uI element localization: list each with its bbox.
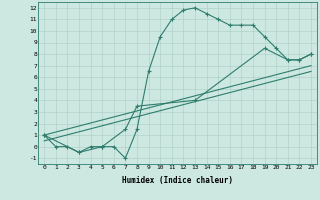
X-axis label: Humidex (Indice chaleur): Humidex (Indice chaleur) [122,176,233,185]
